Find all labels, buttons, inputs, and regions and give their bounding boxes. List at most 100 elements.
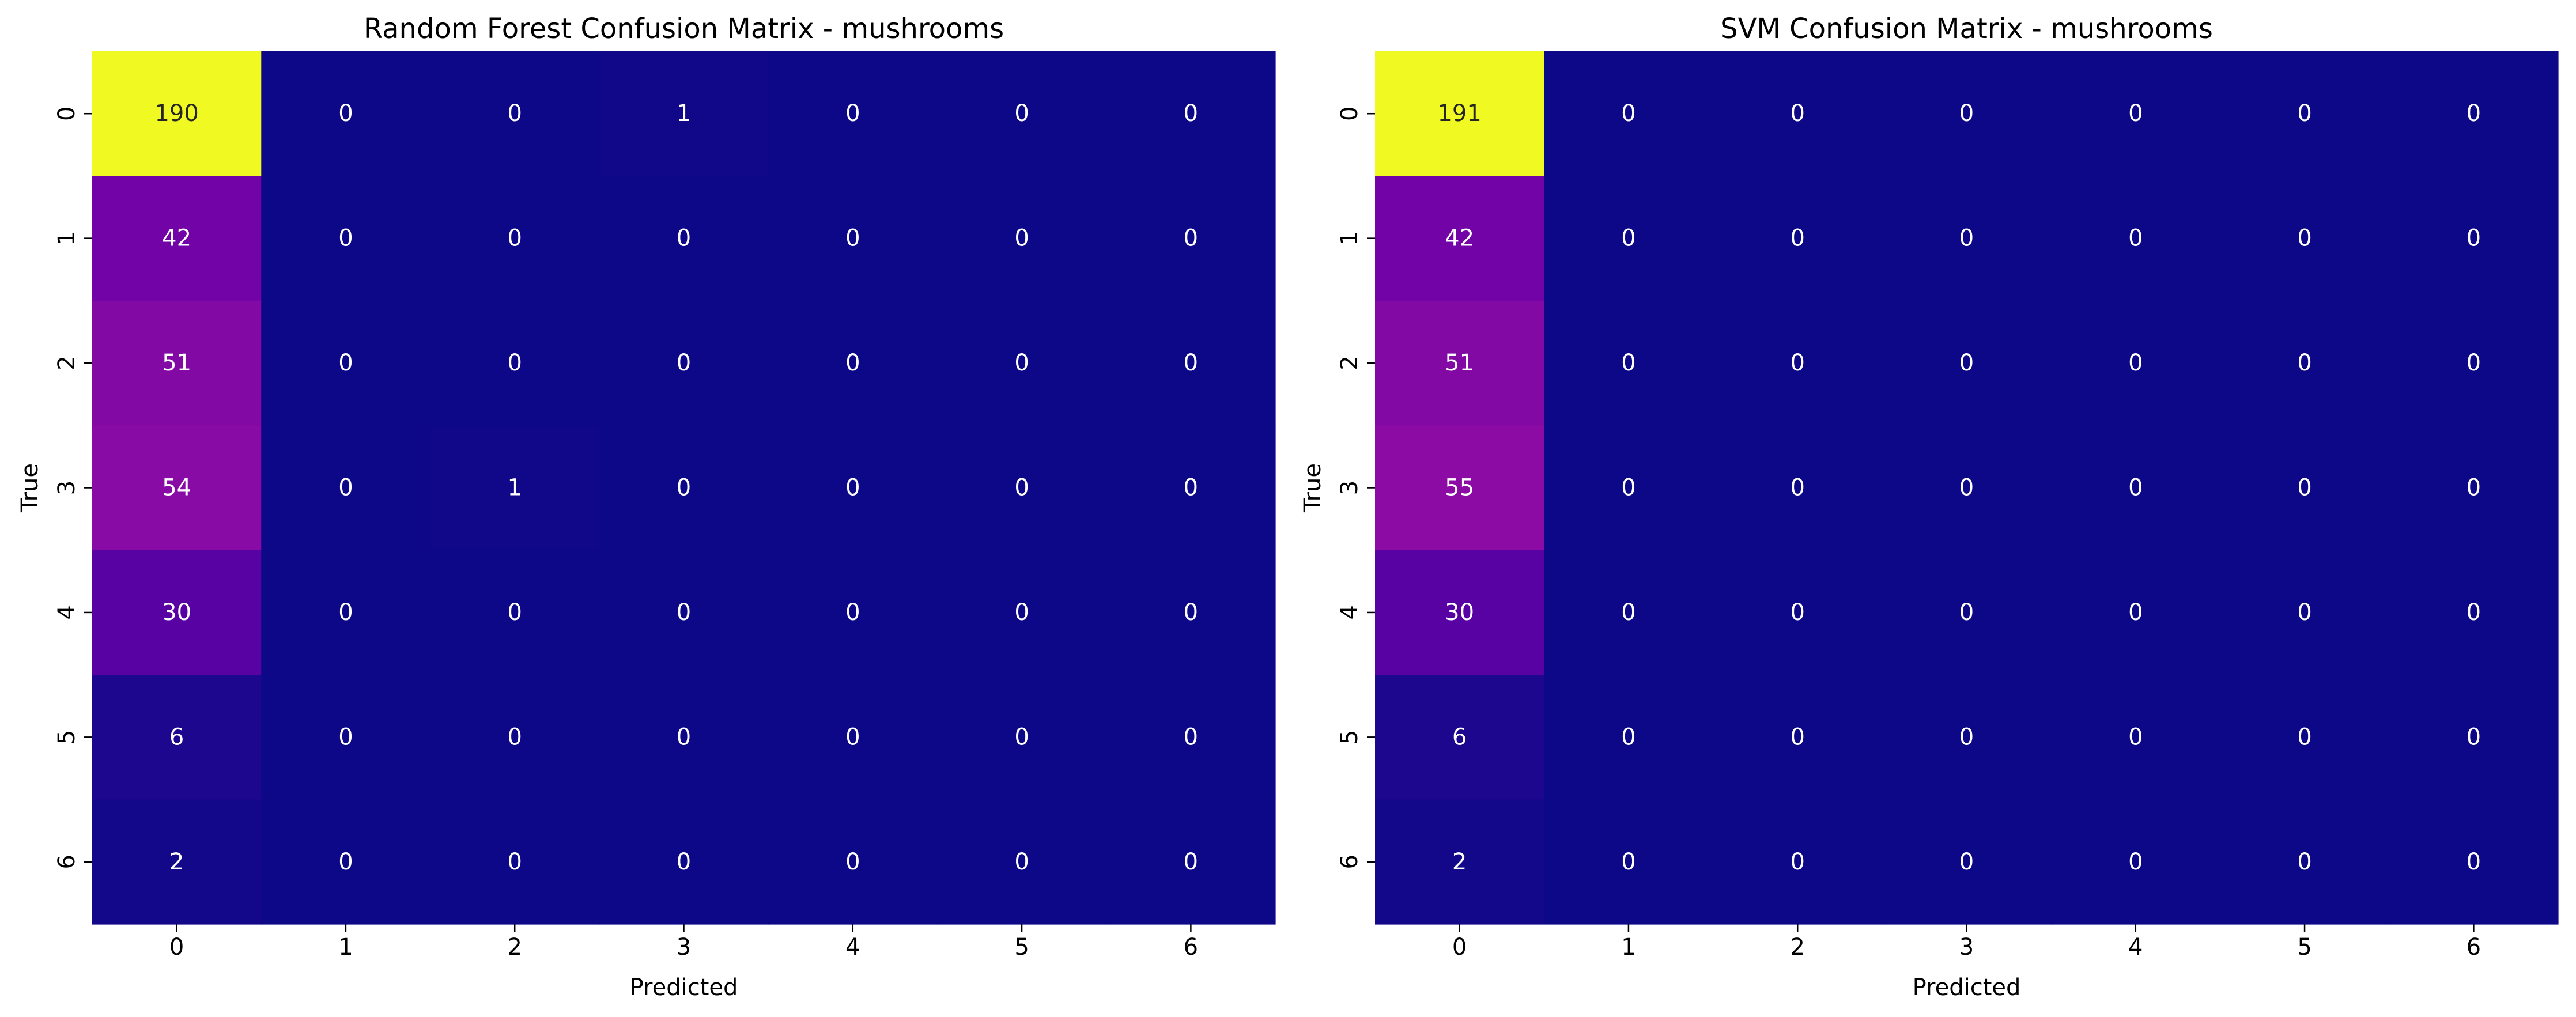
svm-cell-label-r3-c1: 0 (1621, 475, 1636, 501)
svm-cell-r5-c0 (1375, 675, 1544, 800)
svm-cell-label-r6-c3: 0 (1959, 849, 1974, 875)
rf-cell-label-r4-c2: 0 (507, 599, 522, 626)
svm-cell-r6-c0 (1375, 799, 1544, 925)
rf-y-tick-label-5: 5 (54, 730, 80, 744)
rf-cell-r3-c3 (599, 425, 769, 551)
svm-confusion-matrix-panel: 191 0 0 0 0 0 042 0 0 0 0 0 051 0 0 0 0 0 055 0 0 0 0 0 030 0 0 0 0 0… (1300, 13, 2559, 1001)
rf-y-tick-label-6: 6 (54, 855, 80, 869)
svm-cell-r3-c5 (2220, 425, 2390, 551)
rf-cell-label-r3-c4: 0 (845, 475, 860, 501)
svm-cell-r2-c2 (1713, 300, 1883, 426)
rf-cell-label-r6-c3: 0 (677, 849, 691, 875)
svm-cell-r4-c5 (2220, 550, 2390, 675)
rf-cell-label-r1-c6: 0 (1184, 225, 1198, 252)
svm-cell-label-r5-c6: 0 (2467, 724, 2481, 750)
svm-cell-r2-c1 (1544, 300, 1714, 426)
rf-cell-r3-c6 (1106, 425, 1276, 551)
svm-cell-r5-c3 (1882, 675, 2052, 800)
rf-cell-r1-c0 (92, 176, 262, 301)
svm-cell-label-r5-c4: 0 (2128, 724, 2143, 750)
svm-cell-label-r2-c3: 0 (1959, 350, 1974, 376)
rf-cell-r2-c6 (1106, 300, 1276, 426)
svm-cell-r2-c3 (1882, 300, 2052, 426)
svm-cell-r6-c4 (2051, 799, 2221, 925)
rf-cell-r5-c1 (261, 675, 431, 800)
rf-y-tick-label-3: 3 (54, 481, 80, 495)
svm-y-tick-label-2: 2 (1336, 356, 1363, 370)
rf-cell-label-r0-c0: 190 (154, 100, 198, 127)
svm-cell-label-r2-c0: 51 (1445, 350, 1474, 376)
svm-cell-r4-c3 (1882, 550, 2052, 675)
svm-x-axis-label: Predicted (1913, 974, 2021, 1001)
svm-cell-label-r3-c4: 0 (2128, 475, 2143, 501)
rf-cell-label-r3-c1: 0 (338, 475, 353, 501)
svm-cell-label-r3-c5: 0 (2297, 475, 2311, 501)
svm-cell-r5-c5 (2220, 675, 2390, 800)
svm-cell-r6-c1 (1544, 799, 1714, 925)
svm-cell-r0-c1 (1544, 51, 1714, 177)
svm-cell-r6-c2 (1713, 799, 1883, 925)
rf-cell-label-r4-c0: 30 (162, 599, 191, 626)
svm-cell-label-r0-c4: 0 (2128, 100, 2143, 127)
svm-cell-r1-c0 (1375, 176, 1544, 301)
svm-cell-r4-c0 (1375, 550, 1544, 675)
svm-cell-label-r1-c2: 0 (1790, 225, 1804, 252)
rf-cell-r5-c4 (768, 675, 938, 800)
svm-chart-title: SVM Confusion Matrix - mushrooms (1720, 13, 2213, 45)
rf-cell-label-r2-c6: 0 (1184, 350, 1198, 376)
rf-cell-label-r2-c2: 0 (507, 350, 522, 376)
rf-cell-r4-c6 (1106, 550, 1276, 675)
svm-cell-label-r4-c6: 0 (2467, 599, 2481, 626)
svm-cell-label-r4-c5: 0 (2297, 599, 2311, 626)
rf-cell-label-r1-c2: 0 (507, 225, 522, 252)
rf-cell-r1-c6 (1106, 176, 1276, 301)
svm-cell-label-r0-c1: 0 (1621, 100, 1636, 127)
rf-cell-r6-c5 (937, 799, 1107, 925)
svm-cell-label-r5-c5: 0 (2297, 724, 2311, 750)
rf-cell-label-r0-c3: 1 (677, 100, 691, 127)
rf-cell-label-r2-c4: 0 (845, 350, 860, 376)
svm-cell-r3-c0 (1375, 425, 1544, 551)
rf-cell-r6-c6 (1106, 799, 1276, 925)
svm-cell-r5-c4 (2051, 675, 2221, 800)
rf-cell-r4-c5 (937, 550, 1107, 675)
svm-cell-r1-c1 (1544, 176, 1714, 301)
rf-cell-label-r6-c4: 0 (845, 849, 860, 875)
rf-cell-label-r3-c5: 0 (1014, 475, 1029, 501)
svm-cell-label-r1-c6: 0 (2467, 225, 2481, 252)
rf-x-tick-label-4: 4 (845, 934, 860, 961)
rf-cell-label-r5-c6: 0 (1184, 724, 1198, 750)
rf-cell-label-r1-c5: 0 (1014, 225, 1029, 252)
svm-cell-label-r2-c1: 0 (1621, 350, 1636, 376)
svm-y-axis-label: True (1300, 463, 1326, 513)
rf-cell-label-r2-c5: 0 (1014, 350, 1029, 376)
rf-cell-r2-c4 (768, 300, 938, 426)
rf-cell-label-r4-c1: 0 (338, 599, 353, 626)
svm-cell-r0-c3 (1882, 51, 2052, 177)
svm-cell-label-r6-c1: 0 (1621, 849, 1636, 875)
svm-cell-label-r6-c4: 0 (2128, 849, 2143, 875)
rf-cell-r5-c2 (430, 675, 600, 800)
rf-cell-r2-c1 (261, 300, 431, 426)
svm-cell-r5-c1 (1544, 675, 1714, 800)
rf-y-tick-label-0: 0 (54, 106, 80, 120)
svm-cell-label-r2-c6: 0 (2467, 350, 2481, 376)
rf-x-tick-label-5: 5 (1014, 934, 1029, 961)
rf-cell-r0-c0 (92, 51, 262, 177)
rf-cell-label-r1-c4: 0 (845, 225, 860, 252)
svm-cell-r4-c2 (1713, 550, 1883, 675)
rf-y-tick-label-4: 4 (54, 605, 80, 619)
rf-cell-r4-c0 (92, 550, 262, 675)
rf-cell-label-r4-c6: 0 (1184, 599, 1198, 626)
rf-cell-r3-c1 (261, 425, 431, 551)
rf-cell-label-r6-c0: 2 (169, 849, 184, 875)
svm-cell-r4-c4 (2051, 550, 2221, 675)
rf-cell-r3-c4 (768, 425, 938, 551)
rf-cell-label-r1-c3: 0 (677, 225, 691, 252)
svm-cell-label-r2-c2: 0 (1790, 350, 1804, 376)
svm-cell-r3-c6 (2389, 425, 2559, 551)
svm-y-tick-label-6: 6 (1336, 855, 1363, 869)
rf-y-tick-label-1: 1 (54, 231, 80, 245)
rf-cell-r5-c5 (937, 675, 1107, 800)
svm-y-tick-label-0: 0 (1336, 106, 1363, 120)
